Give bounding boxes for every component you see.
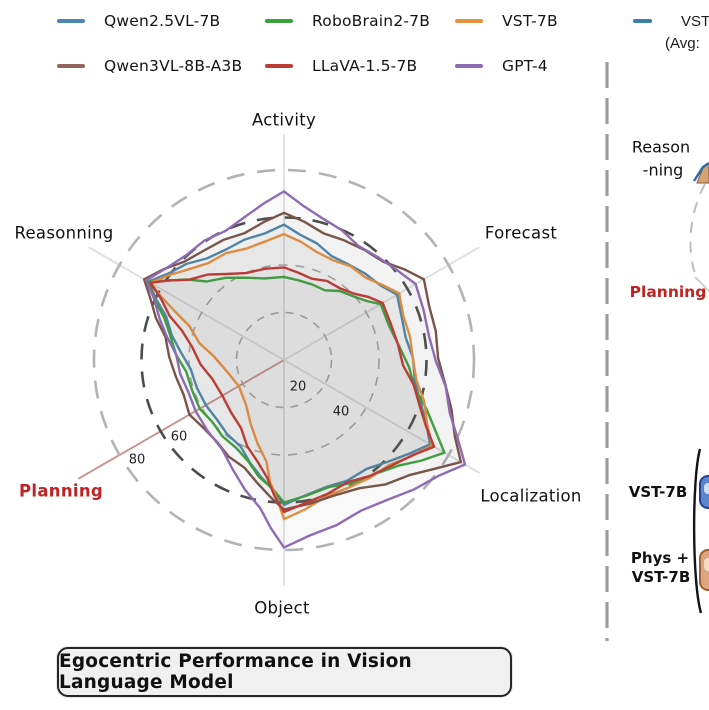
series-polygon-llava-1-5-7b — [149, 266, 436, 514]
legend-label-partial-vst: VST — [681, 13, 709, 30]
legend-label: VST-7B — [502, 12, 558, 30]
ring-20 — [235, 311, 333, 409]
mini-axis-label-reason-line2: -ning — [642, 160, 684, 180]
mini-radar-orange-fill — [696, 163, 709, 184]
legend-item-qwen3vl: Qwen3VL-8B-A3B — [57, 57, 242, 75]
axis-label-reasonning: Reasonning — [14, 223, 114, 243]
ring-60-dark — [140, 216, 428, 504]
axis-lines — [77, 134, 480, 586]
mini-radar-blue-line — [692, 161, 709, 182]
strip-row-label-phys-line2: VST-7B — [631, 568, 691, 586]
legend-label: Qwen3VL-8B-A3B — [104, 57, 243, 75]
comparison-strip — [692, 448, 709, 614]
legend-label: Qwen2.5VL-7B — [104, 12, 221, 30]
mini-radar-axis-segment — [694, 276, 709, 292]
legend-swatch-robobrain2 — [265, 19, 293, 23]
strip-row-label-vst7b: VST-7B — [628, 483, 688, 501]
legend-swatch-vst7b — [455, 19, 483, 23]
ring-80-outer — [92, 168, 476, 552]
legend-item-gpt4: GPT-4 — [455, 57, 548, 75]
ring-40 — [188, 264, 380, 456]
legend-swatch-qwen25vl — [57, 19, 85, 23]
phys-vst-thumbnail-icon-inner — [704, 558, 709, 571]
axis-spoke-planning — [77, 359, 285, 480]
axis-label-localization: Localization — [480, 486, 582, 506]
legend-label: LLaVA-1.5-7B — [312, 57, 418, 75]
radial-tick-20: 20 — [289, 379, 307, 395]
mini-radar-sliver — [689, 161, 709, 292]
axis-label-activity: Activity — [251, 110, 317, 130]
legend-label: GPT-4 — [502, 57, 548, 75]
radial-tick-40: 40 — [332, 404, 350, 420]
legend-swatch-llava — [265, 64, 293, 68]
grid-rings — [92, 168, 476, 552]
legend-label: RoboBrain2-7B — [312, 12, 431, 30]
legend-item-robobrain2: RoboBrain2-7B — [265, 12, 430, 30]
legend-swatch-qwen3vl — [57, 64, 85, 68]
strip-row-label-phys-line1: Phys + — [630, 549, 690, 567]
axis-label-forecast: Forecast — [484, 223, 558, 243]
caption-box: Egocentric Performance in Vision Languag… — [57, 647, 512, 697]
caption-text: Egocentric Performance in Vision Languag… — [59, 651, 412, 693]
axis-label-object: Object — [254, 598, 310, 618]
radial-tick-80: 80 — [128, 452, 146, 468]
strip-bracket-line — [692, 448, 703, 614]
axis-spoke-reasonning — [88, 246, 285, 361]
legend-item-llava: LLaVA-1.5-7B — [265, 57, 417, 75]
legend-item-vst7b: VST-7B — [455, 12, 558, 30]
axis-label-planning: Planning — [19, 481, 103, 501]
vst-thumbnail-icon-inner — [704, 483, 709, 494]
radial-tick-60: 60 — [170, 429, 188, 445]
mini-axis-label-reason-line1: Reason — [631, 137, 691, 157]
legend-item-qwen25vl: Qwen2.5VL-7B — [57, 12, 220, 30]
legend-label-partial-avg: (Avg: — [665, 35, 700, 52]
mini-axis-label-planning: Planning — [629, 283, 707, 301]
mini-radar-ring-arc — [689, 183, 706, 275]
legend-swatch-gpt4 — [455, 64, 483, 68]
series-polygon-gpt-4 — [145, 190, 467, 549]
series-polygons — [142, 190, 467, 549]
series-polygon-qwen3vl-8b-a3b — [142, 211, 463, 511]
series-polygon-robobrain2-7b — [147, 275, 446, 504]
axis-spoke-localization — [283, 359, 480, 474]
legend-swatch-partial-vst — [633, 19, 652, 23]
